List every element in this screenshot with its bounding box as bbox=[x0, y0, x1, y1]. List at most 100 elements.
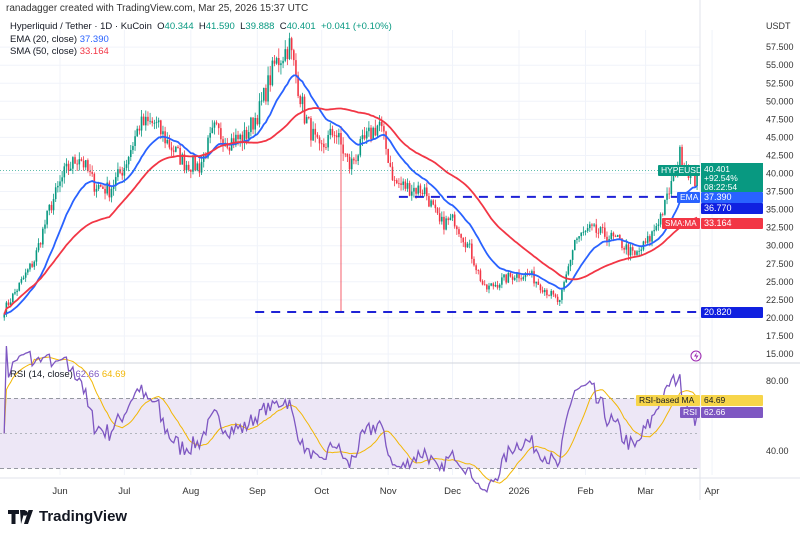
candle-body bbox=[694, 170, 696, 187]
candle-body bbox=[299, 95, 302, 105]
candle-body bbox=[14, 292, 16, 294]
ema-legend[interactable]: EMA (20, close) 37.390 bbox=[10, 34, 392, 47]
candle-body bbox=[162, 131, 164, 135]
candle-body bbox=[338, 133, 340, 138]
sma-legend[interactable]: SMA (50, close) 33.164 bbox=[10, 46, 392, 59]
candle bbox=[535, 281, 537, 288]
candle bbox=[308, 116, 310, 120]
candle-body bbox=[595, 224, 598, 233]
tradingview-logo[interactable]: TradingView bbox=[8, 508, 127, 525]
candle-body bbox=[222, 139, 224, 146]
candle-body bbox=[84, 160, 87, 168]
candle bbox=[378, 115, 381, 132]
symbol-title[interactable]: Hyperliquid / Tether · 1D · KuCoin bbox=[10, 21, 152, 32]
candle-body bbox=[200, 161, 203, 173]
candle bbox=[87, 158, 89, 173]
rsi-ma-value: 64.69 bbox=[101, 369, 126, 380]
candle bbox=[563, 280, 565, 292]
candle bbox=[473, 256, 475, 267]
candle bbox=[402, 178, 404, 191]
candle-body bbox=[16, 290, 18, 293]
candle bbox=[357, 153, 359, 166]
candle-body bbox=[63, 166, 66, 178]
candle-body bbox=[254, 118, 256, 130]
candle-body bbox=[80, 159, 83, 161]
candle-body bbox=[95, 188, 98, 192]
candle-body bbox=[325, 147, 327, 148]
candle bbox=[492, 282, 495, 290]
candle bbox=[239, 133, 241, 147]
candle-body bbox=[621, 238, 623, 248]
candle bbox=[84, 159, 87, 171]
price-tick-label: 32.500 bbox=[766, 223, 794, 233]
candle-body bbox=[104, 188, 106, 194]
candle bbox=[299, 94, 302, 108]
candle bbox=[614, 234, 617, 238]
candle-body bbox=[664, 199, 666, 215]
candle-body bbox=[215, 122, 218, 124]
candle-body bbox=[209, 133, 211, 138]
candle-body bbox=[247, 132, 250, 139]
candle bbox=[599, 226, 602, 235]
candle-body bbox=[604, 227, 606, 237]
time-tick-label: Mar bbox=[637, 486, 653, 497]
candle-body bbox=[97, 184, 100, 189]
candle-body bbox=[518, 273, 520, 279]
rsi-legend[interactable]: RSI (14, close) 62.66 64.69 bbox=[10, 369, 126, 380]
candle bbox=[372, 126, 374, 140]
candle-body bbox=[288, 38, 291, 60]
rsi-ma-tag-bg bbox=[701, 395, 763, 406]
candle bbox=[353, 156, 355, 165]
candle-body bbox=[368, 127, 370, 132]
candle-body bbox=[657, 224, 660, 227]
candle-body bbox=[550, 290, 553, 296]
candle-body bbox=[580, 232, 583, 237]
candle bbox=[552, 290, 555, 297]
candle bbox=[196, 161, 199, 172]
candle bbox=[80, 157, 83, 162]
candle bbox=[277, 48, 280, 73]
candle bbox=[310, 116, 312, 147]
candle-body bbox=[380, 121, 383, 127]
rsi-tick-label: 80.00 bbox=[766, 376, 789, 386]
candle bbox=[421, 189, 424, 198]
candle bbox=[138, 125, 141, 135]
candle-body bbox=[383, 126, 385, 132]
candle-body bbox=[151, 120, 154, 123]
candle-body bbox=[301, 96, 304, 105]
candle bbox=[460, 233, 462, 244]
candle-body bbox=[456, 226, 458, 230]
candle-body bbox=[252, 117, 254, 130]
candle bbox=[147, 111, 149, 126]
candle-body bbox=[612, 232, 615, 237]
candle bbox=[33, 260, 36, 270]
candle bbox=[410, 184, 413, 201]
candle bbox=[213, 120, 216, 135]
candle bbox=[29, 262, 31, 272]
price-tick-label: 40.000 bbox=[766, 169, 794, 179]
candle bbox=[430, 199, 432, 208]
candle-body bbox=[649, 236, 651, 242]
candle bbox=[39, 242, 42, 248]
candle bbox=[149, 112, 151, 125]
candle-body bbox=[601, 227, 604, 228]
candle bbox=[269, 66, 272, 92]
candle bbox=[27, 268, 29, 276]
candle bbox=[610, 230, 613, 240]
candle-body bbox=[413, 187, 415, 192]
candle-body bbox=[114, 177, 117, 186]
candle-body bbox=[488, 285, 490, 290]
candle-body bbox=[651, 231, 653, 242]
candle-body bbox=[282, 60, 284, 64]
candle bbox=[57, 181, 59, 193]
candle bbox=[200, 156, 203, 176]
candle-body bbox=[183, 154, 186, 171]
candle bbox=[511, 273, 514, 285]
candle bbox=[644, 238, 647, 245]
price-chart[interactable]: 57.500 55.000 52.500 50.000 47.500 45.000 42.5… bbox=[0, 0, 800, 500]
price-tick-label: 55.000 bbox=[766, 60, 794, 70]
candle bbox=[548, 294, 550, 297]
candle-body bbox=[402, 181, 404, 185]
ema-price-tag: 37.390 bbox=[704, 192, 732, 202]
candle-body bbox=[235, 134, 237, 146]
